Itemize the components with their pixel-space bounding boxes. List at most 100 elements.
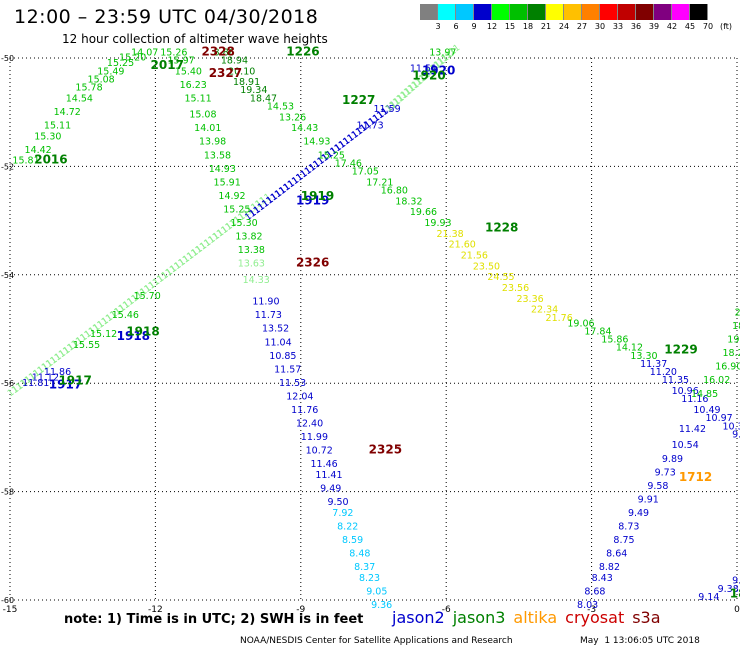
wave-height-value: 14.72 [54,107,81,118]
wave-height-value: 11.81 [22,378,49,389]
wave-height-value: 9.05 [366,587,387,598]
wave-height-value: 15.11 [184,93,211,104]
track-label: 1226 [286,44,319,58]
wave-height-value: 11.99 [301,432,328,443]
legend-item: cryosat [565,608,625,627]
track-label: 1229 [664,342,697,356]
track-label: 1920 [422,63,455,77]
wave-height-value: 9.38 [718,584,739,595]
wave-height-value: 8.86 [214,47,235,58]
wave-height-value: 15.25 [107,58,134,69]
color-swatch [492,4,510,20]
wave-height-value: 18.20 [722,348,740,359]
wave-height-value: 9.36 [371,600,392,611]
wave-height-value: 11.73 [255,310,282,321]
wave-height-value: 17.21 [366,177,393,188]
wave-height-value: 17.05 [352,167,379,178]
wave-height-value: 16.02 [703,375,730,386]
wave-height-value: 11.90 [252,297,279,308]
wave-height-value: 11.41 [315,470,342,481]
color-scale-label: 70 [702,22,714,31]
wave-height-value: 8.37 [354,562,375,573]
wave-height-value: 14.93 [209,164,236,175]
color-swatch [510,4,528,20]
lon-tick-label: 0 [734,605,740,615]
legend-item: s3a [632,608,661,627]
wave-height-value: 11.42 [679,424,706,435]
wave-height-value: 8.59 [342,535,363,546]
wave-height-value: 15.25 [318,150,345,161]
wave-height-value: 13.38 [238,245,265,256]
wave-height-value: 14.12 [616,343,643,354]
wave-height-value: 13.52 [262,324,289,335]
wave-height-value: 10.54 [672,440,699,451]
wave-height-value: 14.42 [25,145,52,156]
track-label: 2016 [34,153,67,167]
color-scale-labels: 3 6 9 12 15 18 21 24 27 30 33 36 39 42 45 70 (ft) [420,20,735,31]
wave-height-value: 8.82 [599,562,620,573]
satellite-legend: jason2 jason3 altika cryosat s3a [392,608,669,627]
wave-height-value: 19.34 [240,85,267,96]
wave-height-value: 13.63 [238,259,265,270]
lon-tick-label: -12 [148,605,163,615]
track-values: 15.8114.4215.3015.1114.7214.5415.7815.08… [12,47,740,611]
wave-height-value: 11.53 [279,378,306,389]
wave-height-value: 16.90 [715,362,740,373]
lat-tick-label: -54 [1,271,14,280]
color-scale-label: 45 [684,22,696,31]
wave-height-value: 8.23 [359,573,380,584]
wave-height-value: 15.91 [214,177,241,188]
wave-height-value: 11.76 [291,405,318,416]
wave-height-value: 10.72 [306,446,333,457]
color-scale-label: (ft) [719,22,733,31]
wave-height-value: 8.75 [613,535,634,546]
color-swatch [618,4,636,20]
wave-height-value: 8.22 [337,522,358,533]
wave-height-value: 14.07 [131,47,158,58]
wave-height-value: 16.23 [180,80,207,91]
wave-height-value: 15.46 [112,310,139,321]
wave-height-value: 21.56 [461,251,488,262]
color-swatch [582,4,600,20]
wave-height-value: 15.30 [34,131,61,142]
color-scale-label: 15 [504,22,516,31]
track-label: 1712 [679,470,712,484]
wave-height-value: 11.20 [650,367,677,378]
color-swatch [474,4,492,20]
page-title: 12:00 – 23:59 UTC 04/30/2018 [14,6,319,28]
track-label: 2327 [209,66,242,80]
color-scale-label: 24 [558,22,570,31]
wave-height-value: 11.35 [662,375,689,386]
wave-height-value: 9.6 [732,429,740,440]
wave-height-value: 19.66 [410,207,437,218]
lon-tick-label: -15 [3,605,18,615]
wave-height-value: 9.73 [655,467,676,478]
wave-height-value: 10.30 [722,421,740,432]
wave-height-value: 18.32 [395,196,422,207]
wave-height-value: 18.1 [732,321,740,332]
wave-height-value: 8.03 [577,600,598,611]
wave-height-value: 15.30 [231,218,258,229]
wave-height-value: 11.59 [374,104,401,115]
color-scale-label: 39 [648,22,660,31]
color-scale-label: 42 [666,22,678,31]
wave-height-value: 15.55 [73,340,100,351]
color-swatch [600,4,618,20]
lat-tick-label: -58 [1,488,14,497]
wave-height-value: 8.73 [618,522,639,533]
wave-height-value: 9.49 [320,484,341,495]
wave-height-value: 16.80 [381,186,408,197]
dense-tracks: 1111111111111111111111111111111111111111… [6,43,462,399]
wave-height-value: 15.20 [119,53,146,64]
track-label: 2328 [201,44,234,58]
color-scale-label: 18 [522,22,534,31]
wave-height-value: 8.68 [584,587,605,598]
wave-height-value: 13.58 [204,150,231,161]
wave-height-value: 13.26 [279,112,306,123]
lon-tick-label: -6 [442,605,451,615]
track-label: 1917 [58,373,91,387]
wave-height-value: 23.56 [502,283,529,294]
lat-tick-label: -56 [1,379,14,388]
wave-height-value: 15.40 [175,66,202,77]
